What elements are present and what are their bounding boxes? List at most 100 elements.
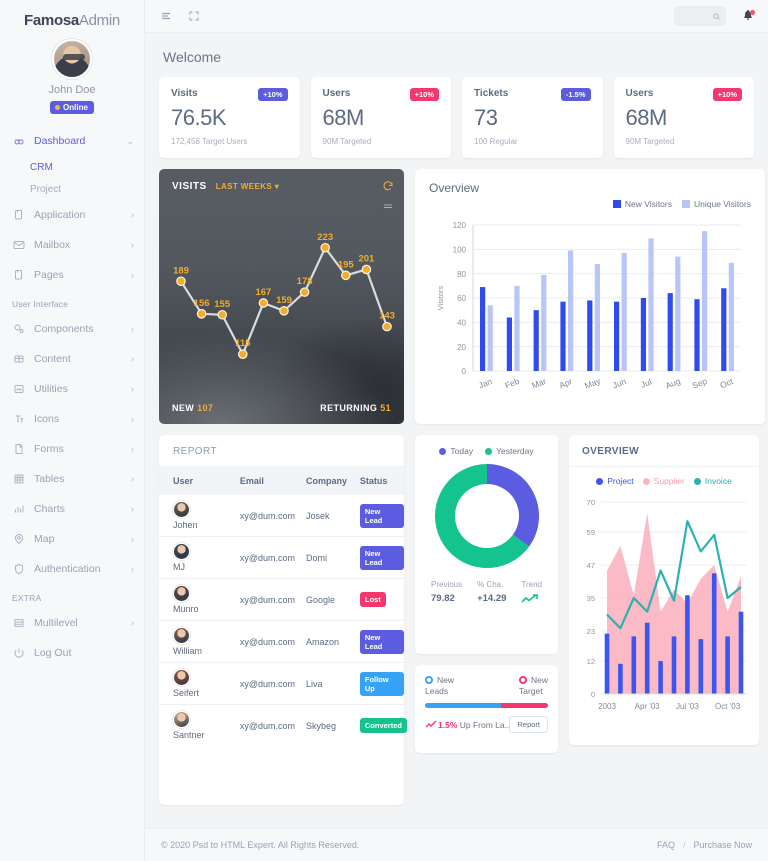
svg-text:115: 115 — [235, 338, 251, 349]
cell-user: Johen — [159, 495, 240, 537]
brand-logo[interactable]: FamosaAdmin — [0, 0, 144, 35]
user-cell: Seifert — [173, 669, 240, 698]
cell-email: xy@dum.com — [239, 620, 306, 663]
donut-stat-change: % Cha. +14.29 — [477, 580, 506, 607]
stat-badge: +10% — [712, 88, 742, 101]
table-row[interactable]: Munro xy@dum.com Google Lost — [159, 578, 404, 621]
mailbox-icon — [12, 239, 25, 252]
stat-badge: +10% — [409, 88, 439, 101]
legend-dot — [642, 478, 650, 485]
user-name: Munro — [173, 604, 199, 614]
sidebar-item-components[interactable]: Components › — [0, 314, 144, 344]
stat-card-top: Visits +10% — [171, 88, 288, 101]
chevron-right-icon: › — [131, 384, 134, 394]
sidebar-item-forms[interactable]: Forms › — [0, 434, 144, 464]
sidebar-item-crm[interactable]: CRM — [30, 161, 53, 173]
legend-item-new-leads: New Leads — [425, 675, 454, 696]
fullscreen-icon[interactable] — [187, 9, 201, 23]
logout-icon — [12, 647, 25, 660]
progress-segment-leads — [425, 703, 502, 709]
donut-chart — [434, 464, 539, 568]
stat-value: +14.29 — [477, 593, 507, 604]
chevron-right-icon: › — [131, 270, 134, 280]
sidebar-item-authentication[interactable]: Authentication › — [0, 554, 144, 584]
stat-title: Visits — [171, 88, 198, 99]
donut-chart-wrapper — [425, 460, 548, 572]
sidebar-item-logout[interactable]: Log Out — [0, 638, 144, 668]
sidebar-item-content[interactable]: Content › — [0, 344, 144, 374]
visits-new: NEW 107 — [172, 403, 213, 413]
stat-title: Tickets — [474, 88, 509, 99]
table-row[interactable]: Johen xy@dum.com Josek New Lead — [159, 495, 404, 537]
leads-trend-label: Up From La... — [457, 719, 510, 730]
cell-status: New Lead — [359, 620, 404, 663]
svg-text:Aug: Aug — [664, 376, 682, 391]
legend-label-line1: New — [437, 675, 455, 685]
footer-links: FAQ / Purchase Now — [657, 840, 752, 850]
sidebar-item-dashboard[interactable]: Dashboard ⌄ — [0, 126, 144, 156]
sidebar-item-project[interactable]: Project — [30, 183, 62, 195]
cell-email: xy@dum.com — [239, 720, 295, 731]
sidebar-item-map[interactable]: Map › — [0, 524, 144, 554]
footer-link-purchase[interactable]: Purchase Now — [693, 840, 752, 850]
leads-footer: 1.5% Up From La... Report — [425, 716, 548, 734]
authentication-icon — [12, 563, 25, 576]
visits-period-selector[interactable]: LAST WEEKS ▾ — [215, 182, 280, 191]
legend-item-today: Today — [439, 446, 473, 456]
search-input[interactable] — [674, 6, 726, 26]
sidebar-item-icons[interactable]: Icons › — [0, 404, 144, 434]
sidebar-item-label: Icons — [34, 413, 60, 425]
stat-card: Users +10% 68M 90M Targeted — [310, 77, 451, 158]
table-row[interactable]: MJ xy@dum.com Domi New Lead — [159, 536, 404, 579]
sidebar-item-application[interactable]: Application › — [0, 200, 144, 230]
cell-email: xy@dum.com — [239, 536, 306, 579]
legend-item-invoice: Invoice — [693, 476, 732, 486]
notifications-button[interactable] — [742, 9, 755, 24]
cell-company: Amazon — [305, 620, 360, 663]
svg-text:23: 23 — [587, 627, 595, 636]
brand-bold: Famosa — [24, 12, 79, 29]
search-icon — [713, 12, 720, 20]
hamburger-icon[interactable] — [159, 9, 173, 23]
svg-text:70: 70 — [587, 498, 595, 507]
table-row[interactable]: William xy@dum.com Amazon New Lead — [159, 620, 404, 663]
table-row[interactable]: Santner xy@dum.com Skybeg Converted — [159, 705, 407, 747]
legend-label: Project — [607, 476, 634, 486]
sidebar-item-utilities[interactable]: Utilities › — [0, 374, 144, 404]
sidebar-item-label: Tables — [34, 473, 65, 485]
report-button[interactable]: Report — [509, 716, 548, 734]
visits-card-header: VISITS LAST WEEKS ▾ — [172, 181, 279, 192]
table-row[interactable]: Seifert xy@dum.com Liva Follow Up — [159, 662, 404, 705]
legend-swatch — [681, 200, 690, 208]
brand-light: Admin — [78, 12, 120, 29]
chevron-right-icon: › — [131, 324, 134, 334]
sidebar-item-label: Pages — [34, 269, 64, 281]
svg-text:Jun: Jun — [611, 376, 628, 391]
sidebar-item-tables[interactable]: Tables › — [0, 464, 144, 494]
sidebar-nav: Dashboard ⌄ CRM Project Application › Ma… — [0, 126, 144, 668]
sidebar-item-multilevel[interactable]: Multilevel › — [0, 608, 144, 638]
svg-text:2003: 2003 — [598, 702, 616, 711]
legend-swatch — [612, 200, 621, 208]
svg-text:Apr '03: Apr '03 — [635, 702, 661, 711]
cell-email: xy@dum.com — [239, 578, 306, 621]
footer-link-faq[interactable]: FAQ — [656, 840, 675, 850]
visits-returning: RETURNING 51 — [320, 403, 391, 413]
stat-value: 73 — [474, 105, 498, 130]
svg-text:Jul '03: Jul '03 — [676, 702, 699, 711]
svg-text:201: 201 — [358, 253, 375, 264]
menu-icon[interactable] — [382, 201, 394, 216]
cell-user: Santner — [159, 705, 240, 747]
user-name: Johen — [173, 520, 198, 530]
sidebar-item-mailbox[interactable]: Mailbox › — [0, 230, 144, 260]
leads-card: New Leads New Target 1.5% Up From La... Re… — [415, 665, 558, 753]
cell-status: Lost — [359, 578, 404, 621]
refresh-icon[interactable] — [382, 180, 394, 195]
leads-trend-value: 1.5% — [438, 719, 458, 730]
sidebar-item-charts[interactable]: Charts › — [0, 494, 144, 524]
cell-email: xy@dum.com — [239, 495, 306, 537]
cell-user: Seifert — [159, 662, 240, 705]
user-cell: MJ — [173, 543, 240, 572]
user-name: MJ — [173, 562, 185, 572]
sidebar-item-pages[interactable]: Pages › — [0, 260, 144, 290]
